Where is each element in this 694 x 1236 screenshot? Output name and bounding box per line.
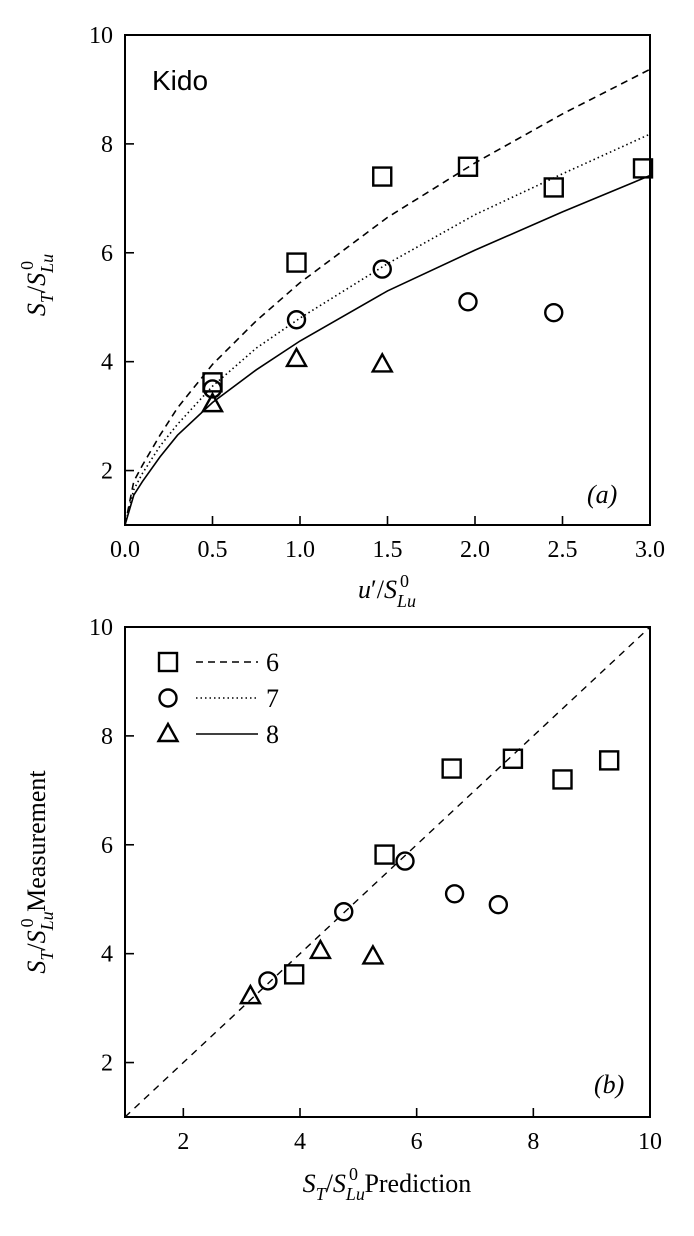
a-y-tick-label: 8 (101, 132, 113, 158)
b-square-marker (283, 964, 305, 985)
panel-a: 0.0 0.5 1.0 1.5 2.0 2.5 3.0 2 4 6 8 10 Kido (a) u′/… (17, 23, 665, 611)
a-x-tick-label: 0.5 (198, 537, 228, 563)
b-circle-marker (258, 971, 278, 991)
a-y-tick-label: 10 (89, 23, 113, 49)
a-square-marker (202, 372, 223, 393)
a-x-tick-label: 1.0 (285, 537, 315, 563)
a-x-tick-label: 1.5 (373, 537, 403, 563)
legend-label: 6 (266, 648, 279, 677)
axis-ticks-a: 0.0 0.5 1.0 1.5 2.0 2.5 3.0 2 4 6 8 10 (89, 23, 665, 563)
a-curve-dashed (124, 68, 651, 526)
a-x-tick-label: 2.0 (460, 537, 490, 563)
panel-label-b: (b) (594, 1070, 624, 1099)
a-circle-marker (286, 310, 307, 330)
a-curve-dotted (124, 133, 651, 526)
a-square-marker (457, 156, 479, 177)
legend-entry: 6 (157, 648, 279, 677)
legend-square-marker (157, 651, 179, 673)
b-square-marker (598, 750, 620, 771)
b-x-tick-label: 10 (638, 1129, 662, 1155)
x-axis-title-b: ST/SLu0 Prediction (303, 1164, 472, 1204)
b-square-marker (552, 769, 573, 790)
a-triangle-marker (284, 346, 309, 368)
b-y-tick-label: 6 (101, 833, 113, 859)
b-x-tick-label: 6 (411, 1129, 423, 1155)
b-y-tick-label: 2 (101, 1051, 113, 1077)
annotation-kido: Kido (152, 65, 208, 96)
legend: 6 7 8 (156, 648, 279, 749)
b-identity-line (124, 626, 651, 1118)
a-circle-marker (372, 259, 392, 279)
b-circle-marker (488, 894, 509, 915)
y-axis-title-a: ST/SLu0 (17, 254, 57, 316)
axis-ticks-b: 2 4 6 8 10 2 4 6 8 10 (89, 615, 662, 1155)
model-curves-a (124, 68, 651, 526)
a-x-tick-label: 0.0 (110, 537, 140, 563)
panel-label-a: (a) (587, 480, 617, 509)
b-square-marker (441, 758, 462, 779)
a-curve-solid (124, 174, 651, 526)
a-square-marker (632, 158, 654, 179)
a-x-tick-label: 2.5 (548, 537, 578, 563)
a-square-marker (372, 166, 393, 187)
a-triangle-marker (370, 351, 394, 373)
plot-frame-b (124, 626, 651, 1118)
b-square-marker (374, 844, 395, 865)
a-x-tick-label: 3.0 (635, 537, 665, 563)
a-square-marker (543, 177, 564, 198)
legend-triangle-marker (156, 721, 180, 743)
b-x-tick-label: 2 (177, 1129, 189, 1155)
b-triangle-marker (361, 943, 385, 965)
reference-line-b (124, 626, 651, 1118)
b-x-tick-label: 8 (527, 1129, 539, 1155)
b-circle-marker (334, 902, 354, 922)
data-markers-b (238, 748, 620, 1005)
b-y-tick-label: 4 (101, 942, 113, 968)
legend-label: 7 (266, 684, 279, 713)
a-triangle-marker (200, 391, 225, 413)
b-y-tick-label: 10 (89, 615, 113, 641)
a-y-tick-label: 2 (101, 459, 113, 485)
x-axis-title-a: u′/SLu0 (358, 571, 416, 611)
data-markers-a (200, 156, 654, 413)
b-circle-marker (444, 884, 465, 904)
legend-label: 8 (266, 720, 279, 749)
legend-circle-marker (158, 688, 178, 708)
y-axis-title-b: ST/SLu0 Measurement (17, 770, 57, 974)
b-x-tick-label: 4 (294, 1129, 306, 1155)
legend-entry: 7 (158, 684, 279, 713)
a-circle-marker (544, 302, 564, 323)
a-y-tick-label: 4 (101, 350, 113, 376)
b-y-tick-label: 8 (101, 724, 113, 750)
b-triangle-marker (238, 983, 262, 1005)
legend-entry: 8 (156, 720, 279, 749)
b-square-marker (502, 748, 524, 769)
a-square-marker (286, 252, 307, 273)
b-triangle-marker (308, 938, 332, 960)
a-circle-marker (202, 379, 223, 399)
plot-frame-a (124, 34, 651, 526)
a-circle-marker (458, 292, 478, 312)
a-y-tick-label: 6 (101, 241, 113, 267)
b-circle-marker (395, 851, 415, 871)
